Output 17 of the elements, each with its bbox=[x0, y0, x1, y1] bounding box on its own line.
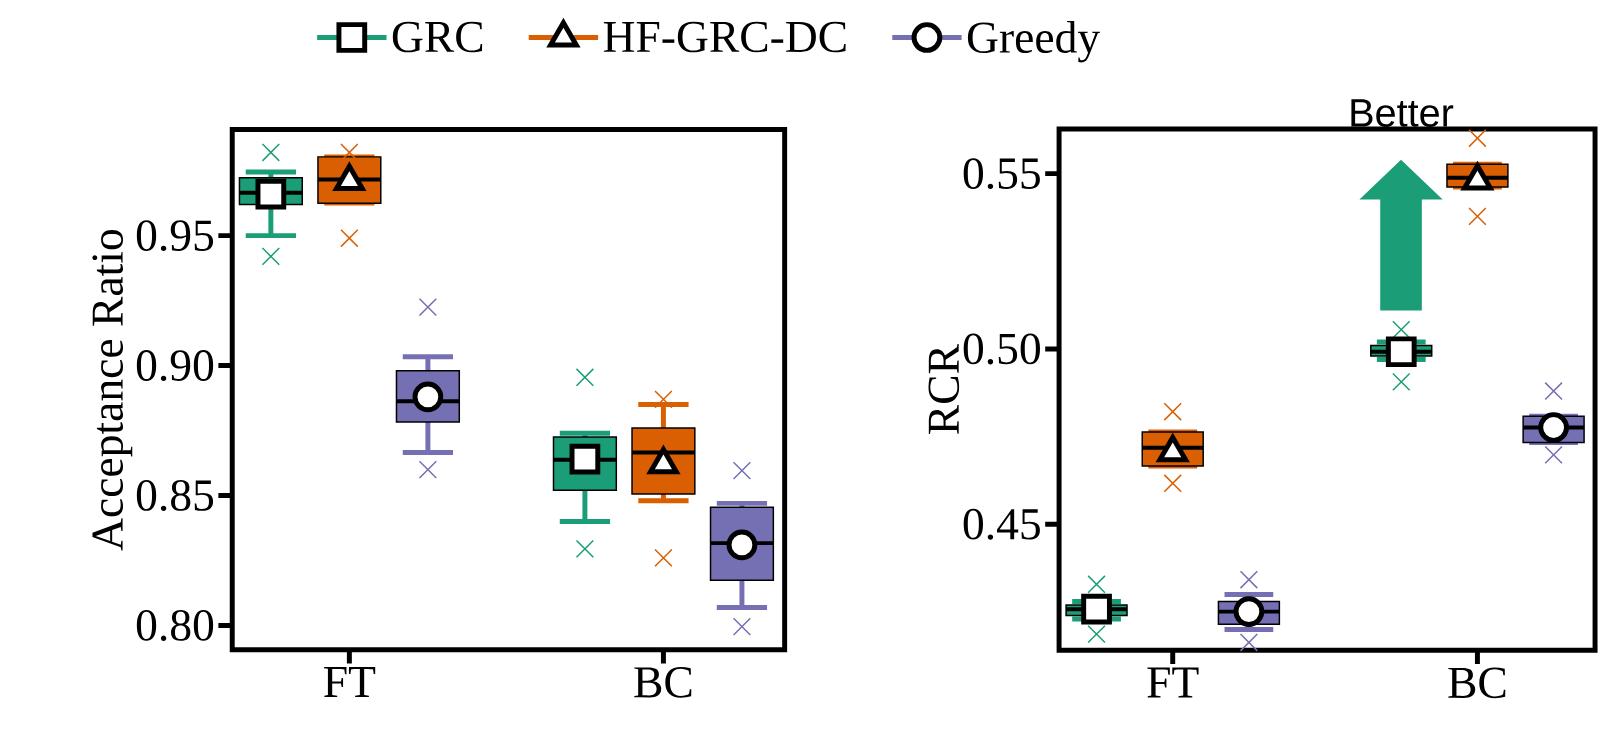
y-tick-label: 0.80 bbox=[136, 609, 214, 641]
x-tick-label: BC bbox=[634, 667, 692, 698]
y-axis-title: Acceptance Ratio bbox=[92, 229, 133, 551]
y-tick-label: 0.95 bbox=[136, 220, 214, 252]
y-tick-label: 0.50 bbox=[963, 333, 1040, 365]
x-tick-label: BC bbox=[1448, 667, 1506, 699]
legend-label: HF-GRC-DC bbox=[603, 21, 846, 53]
legend-label: Greedy bbox=[967, 20, 1100, 63]
x-tick-label: FT bbox=[1147, 667, 1199, 698]
y-tick-label: 0.85 bbox=[136, 480, 214, 511]
y-tick-label: 0.90 bbox=[136, 350, 214, 382]
y-tick-label: 0.45 bbox=[963, 508, 1040, 540]
y-axis-title: RCR bbox=[928, 344, 960, 434]
text: Better bbox=[1351, 99, 1454, 127]
y-tick-label: 0.55 bbox=[963, 158, 1040, 190]
legend-label: GRC bbox=[392, 21, 483, 53]
x-tick-label: FT bbox=[324, 667, 376, 697]
